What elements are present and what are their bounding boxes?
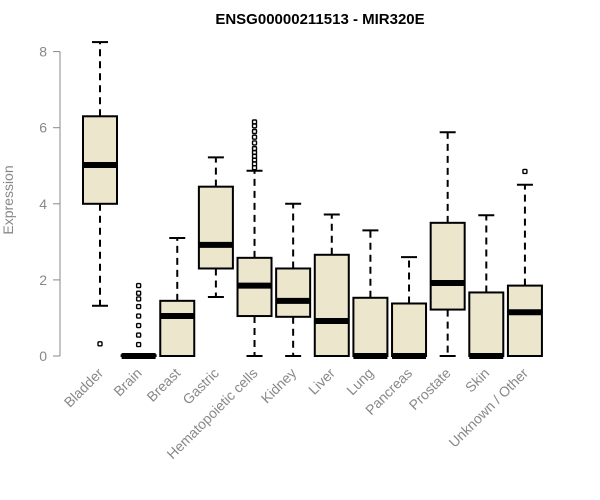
box-group-liver — [313, 213, 350, 357]
y-axis: 0 2 4 6 8 — [39, 44, 61, 364]
plot-area — [82, 41, 543, 359]
y-tick-label: 0 — [39, 348, 47, 364]
outlier-point — [97, 341, 103, 347]
y-tick-label: 2 — [39, 272, 47, 288]
box-group-prostate — [429, 131, 466, 357]
outlier-point — [251, 134, 258, 140]
box — [82, 115, 118, 205]
outlier-point — [251, 145, 258, 152]
box — [506, 284, 543, 358]
box-group-hematopoietic-cells — [236, 119, 273, 357]
box-group-skin — [468, 214, 505, 359]
outlier-point — [522, 168, 528, 175]
box-group-lung — [352, 229, 389, 359]
outlier-point — [135, 313, 142, 319]
y-tick-label: 8 — [39, 44, 47, 60]
outlier-point — [135, 290, 142, 296]
box — [468, 291, 505, 358]
x-tick-label: Liver — [305, 365, 338, 398]
box-group-pancreas — [391, 256, 428, 359]
box — [275, 267, 312, 318]
outlier-point — [135, 322, 142, 329]
outlier-point — [135, 296, 142, 302]
x-tick-label: Breast — [143, 365, 183, 405]
x-tick-label: Kidney — [258, 365, 300, 407]
box — [391, 302, 428, 357]
box — [313, 253, 350, 357]
y-axis-label: Expression — [0, 165, 16, 234]
box — [197, 185, 234, 270]
x-tick-label: Brain — [110, 365, 144, 399]
outlier-point — [135, 332, 142, 338]
box — [352, 296, 389, 358]
x-tick-label: Prostate — [406, 365, 454, 413]
box — [159, 299, 196, 358]
outlier-point — [251, 140, 258, 146]
x-tick-label: Lung — [343, 365, 376, 398]
box-group-breast — [159, 237, 196, 358]
box-group-kidney — [275, 202, 312, 357]
x-tick-label: Skin — [462, 365, 493, 396]
box-group-unknown-other — [506, 168, 543, 358]
outlier-point — [251, 119, 258, 125]
outlier-point — [135, 341, 142, 348]
x-tick-label: Bladder — [61, 365, 107, 411]
outlier-point — [135, 282, 142, 289]
box-group-brain — [120, 282, 157, 359]
box-group-bladder — [82, 41, 118, 347]
y-tick-label: 4 — [39, 196, 47, 212]
outlier-point — [251, 128, 258, 135]
box-group-gastric — [197, 156, 234, 299]
box — [429, 221, 466, 311]
chart-title: ENSG00000211513 - MIR320E — [215, 11, 424, 28]
outlier-point — [135, 303, 142, 310]
y-tick-label: 6 — [39, 120, 47, 136]
